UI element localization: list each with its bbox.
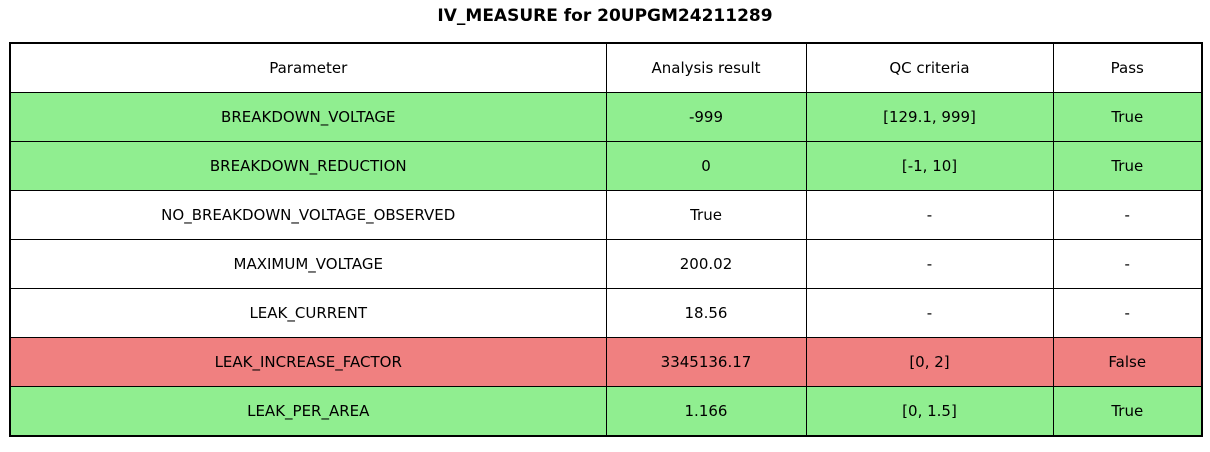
pass-cell: - [1052, 288, 1203, 338]
page-title: IV_MEASURE for 20UPGM24211289 [437, 6, 773, 26]
parameter-cell: BREAKDOWN_VOLTAGE [9, 92, 607, 142]
qc-criteria-cell: - [805, 288, 1054, 338]
qc-criteria-cell: [0, 2] [805, 337, 1054, 387]
parameter-cell: LEAK_PER_AREA [9, 386, 607, 437]
qc-criteria-cell: - [805, 239, 1054, 289]
column-header-parameter: Parameter [9, 42, 607, 93]
table-row: MAXIMUM_VOLTAGE 200.02 - - [9, 239, 1203, 289]
column-header-pass: Pass [1052, 42, 1203, 93]
pass-cell: True [1052, 92, 1203, 142]
analysis-result-cell: 18.56 [605, 288, 807, 338]
header-row: Parameter Analysis result QC criteria Pa… [9, 42, 1203, 93]
table-row: BREAKDOWN_VOLTAGE -999 [129.1, 999] True [9, 92, 1203, 142]
pass-cell: False [1052, 337, 1203, 387]
parameter-cell: NO_BREAKDOWN_VOLTAGE_OBSERVED [9, 190, 607, 240]
parameter-cell: BREAKDOWN_REDUCTION [9, 141, 607, 191]
pass-cell: True [1052, 386, 1203, 437]
qc-results-table: Parameter Analysis result QC criteria Pa… [9, 42, 1203, 437]
analysis-result-cell: 200.02 [605, 239, 807, 289]
table-row: LEAK_CURRENT 18.56 - - [9, 288, 1203, 338]
qc-criteria-cell: - [805, 190, 1054, 240]
analysis-result-cell: 3345136.17 [605, 337, 807, 387]
analysis-result-cell: 0 [605, 141, 807, 191]
column-header-qc-criteria: QC criteria [805, 42, 1054, 93]
table-row: LEAK_PER_AREA 1.166 [0, 1.5] True [9, 386, 1203, 437]
parameter-cell: LEAK_CURRENT [9, 288, 607, 338]
table-row: BREAKDOWN_REDUCTION 0 [-1, 10] True [9, 141, 1203, 191]
pass-cell: - [1052, 239, 1203, 289]
pass-cell: - [1052, 190, 1203, 240]
column-header-analysis-result: Analysis result [605, 42, 807, 93]
table-row: NO_BREAKDOWN_VOLTAGE_OBSERVED True - - [9, 190, 1203, 240]
qc-criteria-cell: [0, 1.5] [805, 386, 1054, 437]
parameter-cell: MAXIMUM_VOLTAGE [9, 239, 607, 289]
qc-criteria-cell: [-1, 10] [805, 141, 1054, 191]
analysis-result-cell: True [605, 190, 807, 240]
table-row: LEAK_INCREASE_FACTOR 3345136.17 [0, 2] F… [9, 337, 1203, 387]
pass-cell: True [1052, 141, 1203, 191]
analysis-result-cell: -999 [605, 92, 807, 142]
qc-criteria-cell: [129.1, 999] [805, 92, 1054, 142]
analysis-result-cell: 1.166 [605, 386, 807, 437]
parameter-cell: LEAK_INCREASE_FACTOR [9, 337, 607, 387]
